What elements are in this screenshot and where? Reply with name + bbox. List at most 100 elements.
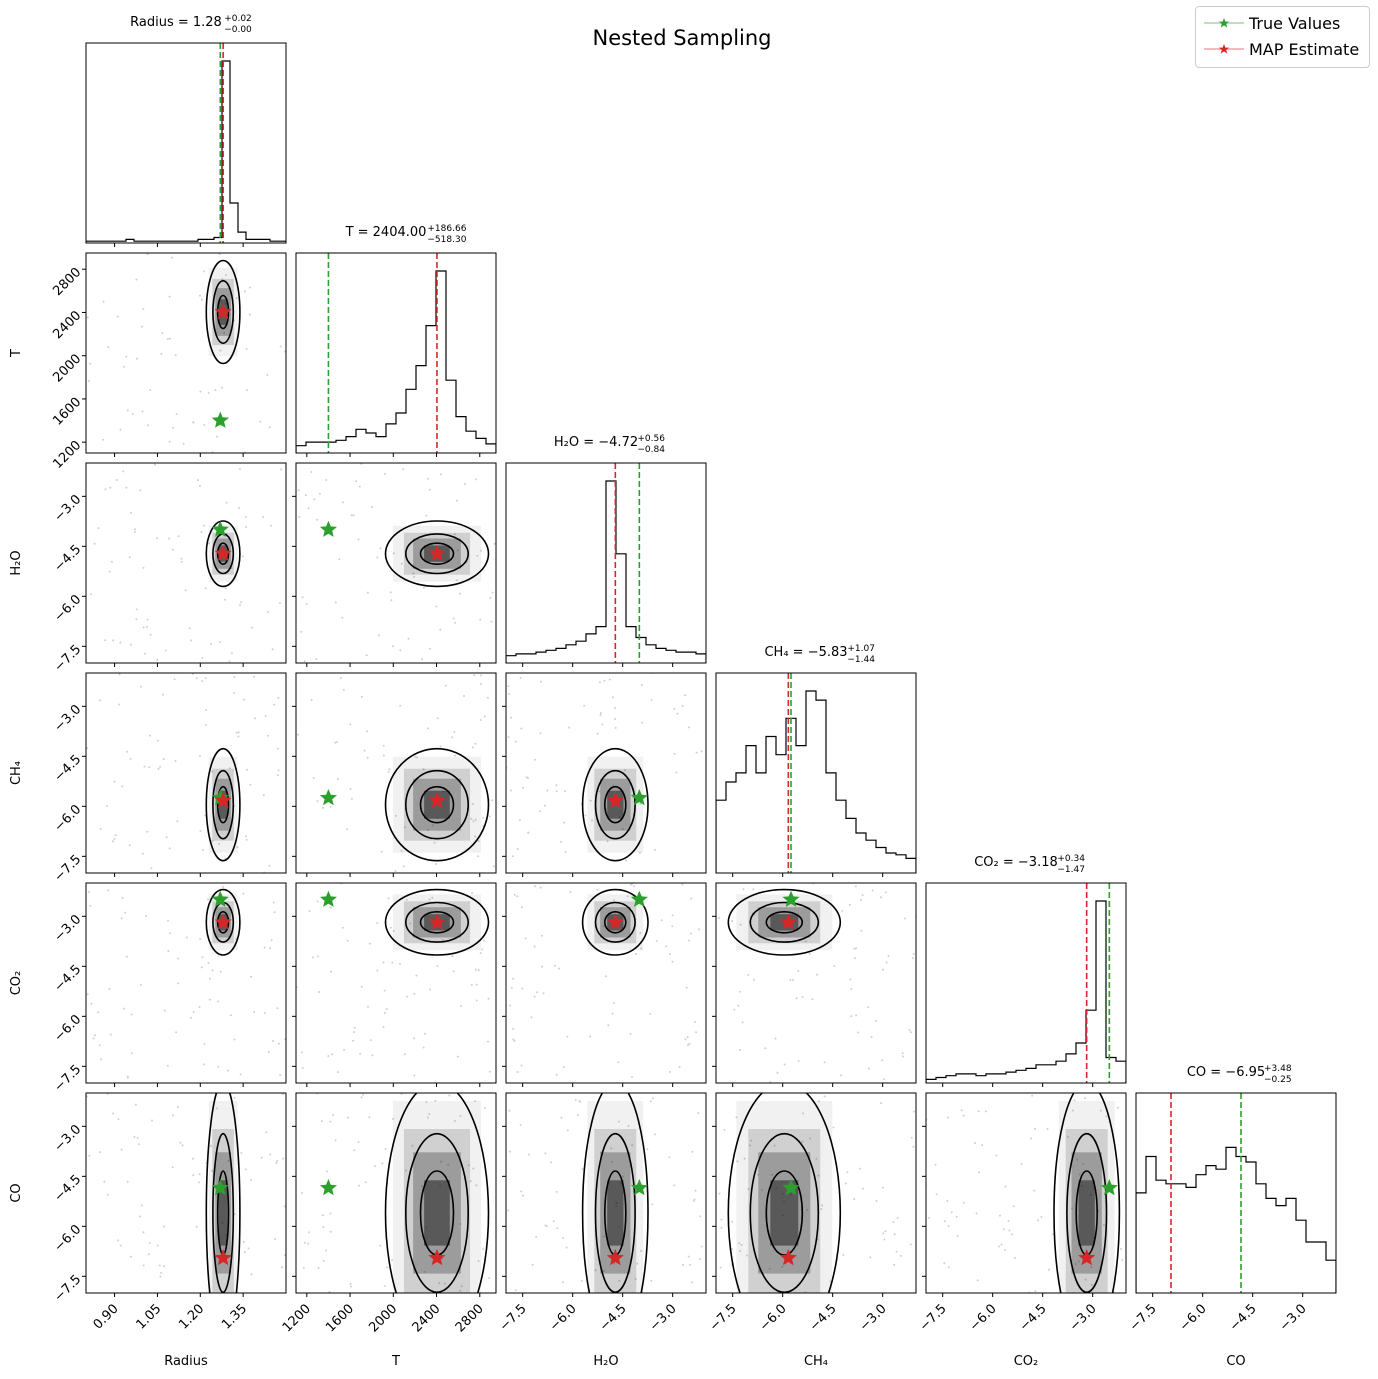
sample-point <box>542 992 545 995</box>
sample-point <box>179 1141 182 1144</box>
sample-point <box>376 969 379 972</box>
sample-point <box>160 1271 163 1274</box>
sample-point <box>199 938 202 940</box>
sample-point <box>534 885 537 888</box>
sample-point <box>167 950 170 952</box>
sample-point <box>808 952 811 955</box>
sample-point <box>668 1156 671 1159</box>
sample-point <box>442 790 445 793</box>
contour-level-3 <box>205 259 241 365</box>
sample-point <box>1105 1115 1108 1118</box>
true-value-marker <box>211 890 229 907</box>
sample-point <box>334 601 337 604</box>
sample-point <box>329 805 332 808</box>
sample-point <box>349 1282 352 1285</box>
sample-point <box>1077 1260 1080 1263</box>
sample-point <box>591 819 594 822</box>
sample-point <box>415 756 418 759</box>
sample-point <box>1084 1278 1087 1281</box>
sample-point <box>539 732 542 735</box>
sample-point <box>270 524 272 527</box>
sample-point <box>660 919 663 922</box>
sample-point <box>349 723 352 726</box>
sample-point <box>87 380 90 382</box>
sample-point <box>566 1035 569 1038</box>
sample-point <box>278 602 281 605</box>
sample-point <box>441 939 444 941</box>
contour-level-2 <box>594 769 636 840</box>
sample-point <box>646 1148 649 1151</box>
sample-point <box>114 834 117 837</box>
x-tick-label-T: 2000 <box>366 1301 400 1335</box>
sample-point <box>639 851 641 854</box>
sample-point <box>217 1065 220 1068</box>
map-estimate-marker <box>428 1249 446 1266</box>
sample-point <box>246 768 249 771</box>
sample-point <box>473 674 476 677</box>
sample-point <box>768 1267 771 1270</box>
y-tick-label-CO: −6.0 <box>51 1222 84 1255</box>
sample-point <box>90 593 92 596</box>
sample-point <box>1099 1109 1102 1112</box>
sample-point <box>1037 1219 1039 1222</box>
sample-point <box>176 820 179 823</box>
true-value-marker <box>319 520 337 537</box>
sample-point <box>469 1180 472 1183</box>
sample-point <box>1033 1189 1036 1192</box>
sample-point <box>130 1013 133 1016</box>
sample-point <box>421 658 423 661</box>
title-minus-error-T: −518.30 <box>427 235 466 245</box>
sample-point <box>110 560 113 563</box>
sample-point <box>543 804 546 807</box>
sample-point <box>823 1095 826 1098</box>
legend: True Values MAP Estimate <box>1195 6 1370 68</box>
sample-point <box>368 1116 371 1119</box>
x-tick-label-H2O: −4.5 <box>597 1301 630 1334</box>
panel-contents <box>926 1093 1124 1293</box>
sample-point <box>853 947 856 950</box>
sample-point <box>325 479 328 481</box>
panel-Radius-vs-Radius: Radius = 1.28 +0.02−0.00 <box>85 14 287 247</box>
sample-point <box>382 754 385 757</box>
sample-point <box>635 952 637 955</box>
sample-point <box>175 412 178 415</box>
sample-point <box>386 1266 389 1269</box>
panel-CO2-vs-CH4 <box>712 882 917 1087</box>
sample-point <box>995 1154 998 1157</box>
sample-point <box>219 970 222 973</box>
sample-point <box>431 824 434 827</box>
sample-point <box>884 891 887 894</box>
sample-point <box>262 794 265 797</box>
sample-point <box>347 1116 349 1119</box>
sample-point <box>115 479 118 481</box>
sample-point <box>156 537 159 540</box>
sample-point <box>1004 1185 1007 1188</box>
sample-point <box>224 302 227 305</box>
y-tick-label-CH4: −7.5 <box>51 852 84 885</box>
sample-point <box>1012 1205 1015 1208</box>
map-estimate-marker <box>428 544 446 561</box>
panel-contents <box>86 885 286 1079</box>
sample-point <box>244 1251 246 1254</box>
sample-point <box>753 978 755 981</box>
sample-point <box>185 936 188 939</box>
sample-point <box>117 1239 120 1242</box>
sample-point <box>607 1024 610 1027</box>
panel-H2O-vs-H2O: H₂O = −4.72 +0.56−0.84 <box>505 434 707 667</box>
sample-point <box>146 253 149 256</box>
sample-point <box>271 648 274 651</box>
sample-point <box>618 816 621 819</box>
sample-point <box>157 767 160 770</box>
sample-point <box>173 678 176 681</box>
contour-level-3 <box>581 747 649 862</box>
y-axis-label-T: T <box>9 349 24 358</box>
sample-point <box>188 627 191 630</box>
sample-point <box>521 786 524 789</box>
sample-point <box>241 555 244 558</box>
sample-point <box>89 904 92 907</box>
y-tick-label-CH4: −4.5 <box>51 752 84 785</box>
sample-point <box>391 961 394 964</box>
sample-point <box>488 1277 491 1280</box>
panel-contents <box>90 463 283 663</box>
sample-point <box>140 685 142 688</box>
